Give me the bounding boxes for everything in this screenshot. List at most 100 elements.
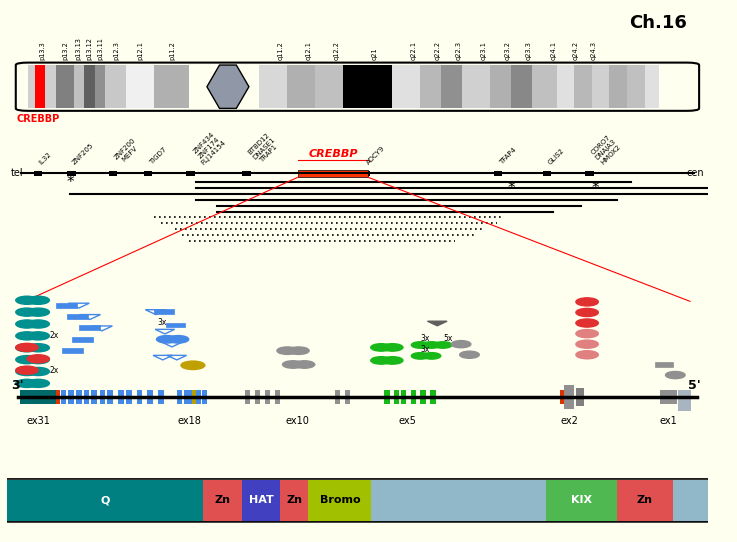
- Text: p13.11: p13.11: [97, 37, 103, 60]
- Text: HAT: HAT: [249, 495, 273, 506]
- Ellipse shape: [576, 319, 598, 327]
- Ellipse shape: [576, 298, 598, 306]
- Ellipse shape: [15, 320, 38, 328]
- Ellipse shape: [15, 356, 38, 364]
- Text: KIX: KIX: [571, 495, 592, 506]
- Bar: [20, 390, 56, 404]
- Bar: [660, 390, 677, 404]
- Text: q24.3: q24.3: [591, 41, 597, 60]
- Text: p13.13: p13.13: [76, 37, 82, 60]
- Text: BTBD12
DNASE1
TRAP1: BTBD12 DNASE1 TRAP1: [246, 132, 281, 166]
- Polygon shape: [427, 321, 447, 326]
- Text: 3x: 3x: [420, 345, 430, 354]
- Ellipse shape: [15, 308, 38, 316]
- Bar: [564, 385, 574, 409]
- Text: 3x: 3x: [420, 334, 430, 343]
- Bar: [167, 322, 184, 327]
- Bar: [280, 480, 308, 521]
- Text: q23.2: q23.2: [505, 41, 511, 60]
- Text: p12.3: p12.3: [113, 41, 119, 60]
- Ellipse shape: [27, 296, 49, 305]
- Ellipse shape: [27, 308, 49, 316]
- Bar: [259, 65, 287, 108]
- Bar: [672, 480, 708, 521]
- Text: tel: tel: [11, 169, 24, 178]
- Text: Q: Q: [101, 495, 110, 506]
- Bar: [532, 65, 557, 108]
- Ellipse shape: [576, 308, 598, 317]
- Ellipse shape: [27, 379, 49, 388]
- Text: q21: q21: [372, 47, 378, 60]
- Text: p13.2: p13.2: [62, 41, 68, 60]
- Text: q12.1: q12.1: [305, 41, 312, 60]
- Bar: [91, 390, 97, 404]
- Text: ex1: ex1: [660, 416, 677, 425]
- Bar: [95, 65, 105, 108]
- Text: q11.2: q11.2: [277, 41, 284, 60]
- Bar: [609, 65, 627, 108]
- Bar: [35, 65, 45, 108]
- Ellipse shape: [371, 344, 392, 351]
- Ellipse shape: [27, 367, 49, 376]
- Bar: [67, 314, 88, 319]
- Ellipse shape: [15, 366, 38, 374]
- Text: Zn: Zn: [214, 495, 231, 506]
- Bar: [655, 363, 673, 366]
- Text: 2x: 2x: [49, 366, 59, 376]
- Ellipse shape: [15, 367, 38, 376]
- Bar: [287, 65, 315, 108]
- Text: p13.12: p13.12: [86, 37, 92, 60]
- Text: CORO7
DNAJA3
HMOX2: CORO7 DNAJA3 HMOX2: [590, 133, 622, 166]
- Bar: [69, 390, 74, 404]
- Text: CREBBP: CREBBP: [308, 150, 357, 159]
- Ellipse shape: [382, 344, 403, 351]
- Bar: [184, 390, 189, 404]
- Bar: [308, 480, 371, 521]
- Text: p13.3: p13.3: [39, 41, 46, 60]
- Bar: [202, 390, 207, 404]
- Bar: [62, 348, 83, 353]
- Bar: [60, 390, 66, 404]
- Ellipse shape: [156, 335, 178, 343]
- Bar: [127, 65, 155, 108]
- Bar: [67, 171, 76, 176]
- Bar: [84, 65, 95, 108]
- Bar: [76, 390, 82, 404]
- Text: CREBBP: CREBBP: [16, 114, 60, 124]
- Ellipse shape: [27, 344, 49, 352]
- Text: 2x: 2x: [49, 331, 59, 340]
- Text: 3x: 3x: [158, 318, 167, 327]
- Bar: [411, 390, 416, 404]
- Ellipse shape: [15, 296, 38, 305]
- Text: q12.2: q12.2: [333, 41, 340, 60]
- Bar: [34, 171, 42, 176]
- Ellipse shape: [27, 356, 49, 364]
- Bar: [118, 390, 124, 404]
- Bar: [177, 390, 182, 404]
- Bar: [560, 390, 564, 404]
- Ellipse shape: [294, 361, 315, 368]
- Bar: [242, 171, 251, 176]
- Text: p12.1: p12.1: [137, 41, 144, 60]
- Bar: [430, 390, 436, 404]
- Bar: [196, 390, 201, 404]
- Text: cen: cen: [686, 169, 704, 178]
- Bar: [491, 65, 511, 108]
- Text: GLIS2: GLIS2: [547, 147, 565, 166]
- Ellipse shape: [576, 351, 598, 359]
- Text: Ch.16: Ch.16: [629, 14, 686, 31]
- Bar: [56, 390, 60, 404]
- Bar: [616, 480, 672, 521]
- Bar: [80, 325, 100, 331]
- Polygon shape: [379, 358, 399, 363]
- Bar: [574, 65, 592, 108]
- Text: q24.2: q24.2: [573, 41, 579, 60]
- Text: q23.1: q23.1: [481, 41, 486, 60]
- Bar: [546, 480, 616, 521]
- Bar: [158, 390, 164, 404]
- Ellipse shape: [422, 342, 441, 349]
- Text: TFAP4: TFAP4: [498, 147, 517, 166]
- Bar: [298, 170, 368, 177]
- Text: ZNF434
ZNF174
FLJ14154: ZNF434 ZNF174 FLJ14154: [190, 129, 227, 166]
- Bar: [371, 480, 546, 521]
